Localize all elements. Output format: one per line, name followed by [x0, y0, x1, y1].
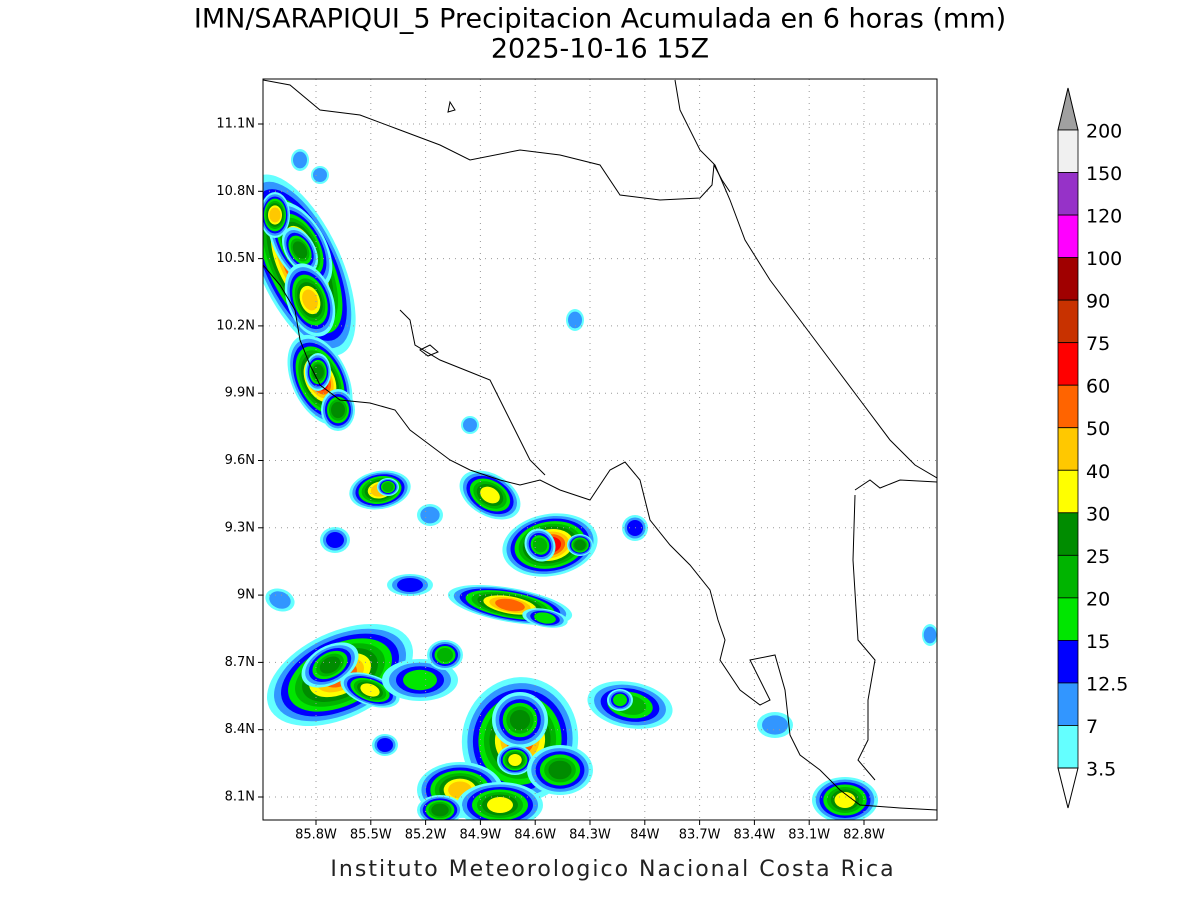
footer: Instituto Meteorologico Nacional Costa R…: [330, 857, 895, 882]
lon-label: 85.5W: [350, 828, 392, 843]
colorbar-box: [1057, 554, 1079, 599]
precip-contour: [508, 754, 522, 766]
colorbar-label: 50: [1086, 418, 1110, 440]
colorbar-label: 150: [1086, 163, 1122, 185]
colorbar-box: [1057, 640, 1079, 684]
precip-contour: [302, 289, 318, 311]
lat-label: 10.2N: [216, 318, 255, 333]
lat-label: 9.6N: [225, 453, 255, 468]
coastlines: [263, 79, 937, 811]
colorbar-label: 200: [1086, 121, 1122, 143]
colorbar-label: 90: [1086, 291, 1110, 313]
lon-label: 83.1W: [788, 828, 830, 843]
colorbar-label: 25: [1086, 546, 1110, 568]
colorbar-label: 7: [1086, 716, 1098, 738]
colorbar-label: 3.5: [1086, 759, 1116, 781]
precip-contour: [331, 401, 345, 419]
map-area: [263, 149, 937, 820]
colorbar-label: 30: [1086, 503, 1110, 525]
lat-label: 10.5N: [216, 251, 255, 266]
precip-contour: [923, 626, 937, 644]
colorbar-label: 60: [1086, 376, 1110, 398]
precip-contour: [313, 168, 327, 182]
lon-label: 85.8W: [295, 828, 337, 843]
precip-contour: [420, 506, 440, 524]
precip-contour: [568, 311, 582, 329]
colorbar-box: [1057, 427, 1079, 471]
lat-label: 8.4N: [225, 722, 255, 737]
precip-contour: [293, 151, 307, 169]
precip-contour: [437, 648, 453, 662]
colorbar-box: [1057, 384, 1079, 429]
precip-contour: [548, 760, 572, 780]
colorbar-box: [1057, 257, 1079, 301]
colorbar-label: 20: [1086, 588, 1110, 610]
lon-label: 84.9W: [459, 828, 501, 843]
precip-contour: [382, 482, 394, 492]
lat-label: 10.8N: [216, 184, 255, 199]
colorbar-label: 75: [1086, 333, 1110, 355]
lat-label: 9N: [237, 588, 255, 603]
colorbar-box: [1057, 597, 1079, 641]
colorbar-over-arrow: [1057, 87, 1079, 131]
title: IMN/SARAPIQUI_5 Precipitacion Acumulada …: [194, 4, 1006, 35]
lon-label: 83.4W: [733, 828, 775, 843]
colorbar-box: [1057, 299, 1079, 344]
colorbar-box: [1057, 172, 1079, 216]
colorbar-box: [1057, 725, 1079, 769]
lon-label: 83.7W: [679, 828, 721, 843]
colorbar-label: 100: [1086, 248, 1122, 270]
precip-contour: [431, 803, 449, 817]
precip-contour: [495, 598, 525, 612]
lon-label: 85.2W: [405, 828, 447, 843]
colorbar-box: [1057, 129, 1079, 173]
precip-contour: [762, 715, 788, 735]
map-frame: [262, 78, 938, 821]
lon-label: 84W: [630, 828, 660, 843]
precip-contour: [377, 738, 393, 752]
precip-contour: [397, 578, 423, 592]
colorbar-box: [1057, 342, 1079, 386]
colorbar-label: 40: [1086, 461, 1110, 483]
colorbar-label: 120: [1086, 206, 1122, 228]
precip-contour: [319, 656, 341, 674]
precip-contour: [480, 486, 500, 504]
colorbar-box: [1057, 214, 1079, 258]
precip-contour: [326, 532, 344, 548]
precip-contour: [463, 418, 477, 432]
colorbar-box: [1057, 512, 1079, 556]
colorbar-label: 12.5: [1086, 673, 1128, 695]
subtitle: 2025-10-16 15Z: [491, 34, 709, 65]
precip-contour: [269, 207, 281, 223]
colorbar-box: [1057, 682, 1079, 726]
precip-contour: [360, 683, 380, 697]
precip-contour: [532, 537, 548, 553]
precip-contour: [534, 612, 556, 624]
precip-contour: [509, 709, 531, 731]
colorbar-label: 15: [1086, 631, 1110, 653]
lat-label: 8.1N: [225, 790, 255, 805]
precip-contour: [403, 669, 437, 691]
precip-contour: [574, 539, 586, 551]
precip-contour: [834, 792, 856, 808]
lat-label: 9.3N: [225, 520, 255, 535]
lat-label: 9.9N: [225, 386, 255, 401]
lat-label: 8.7N: [225, 655, 255, 670]
lon-label: 82.8W: [843, 828, 885, 843]
precip-contour: [613, 693, 627, 707]
lon-label: 84.6W: [514, 828, 556, 843]
lon-label: 84.3W: [569, 828, 611, 843]
precip-contour: [292, 241, 308, 259]
precip-contour: [269, 591, 291, 609]
precip-contour: [487, 797, 513, 813]
colorbar-box: [1057, 469, 1079, 514]
colorbar-under-arrow: [1057, 767, 1079, 809]
lat-label: 11.1N: [216, 117, 255, 132]
